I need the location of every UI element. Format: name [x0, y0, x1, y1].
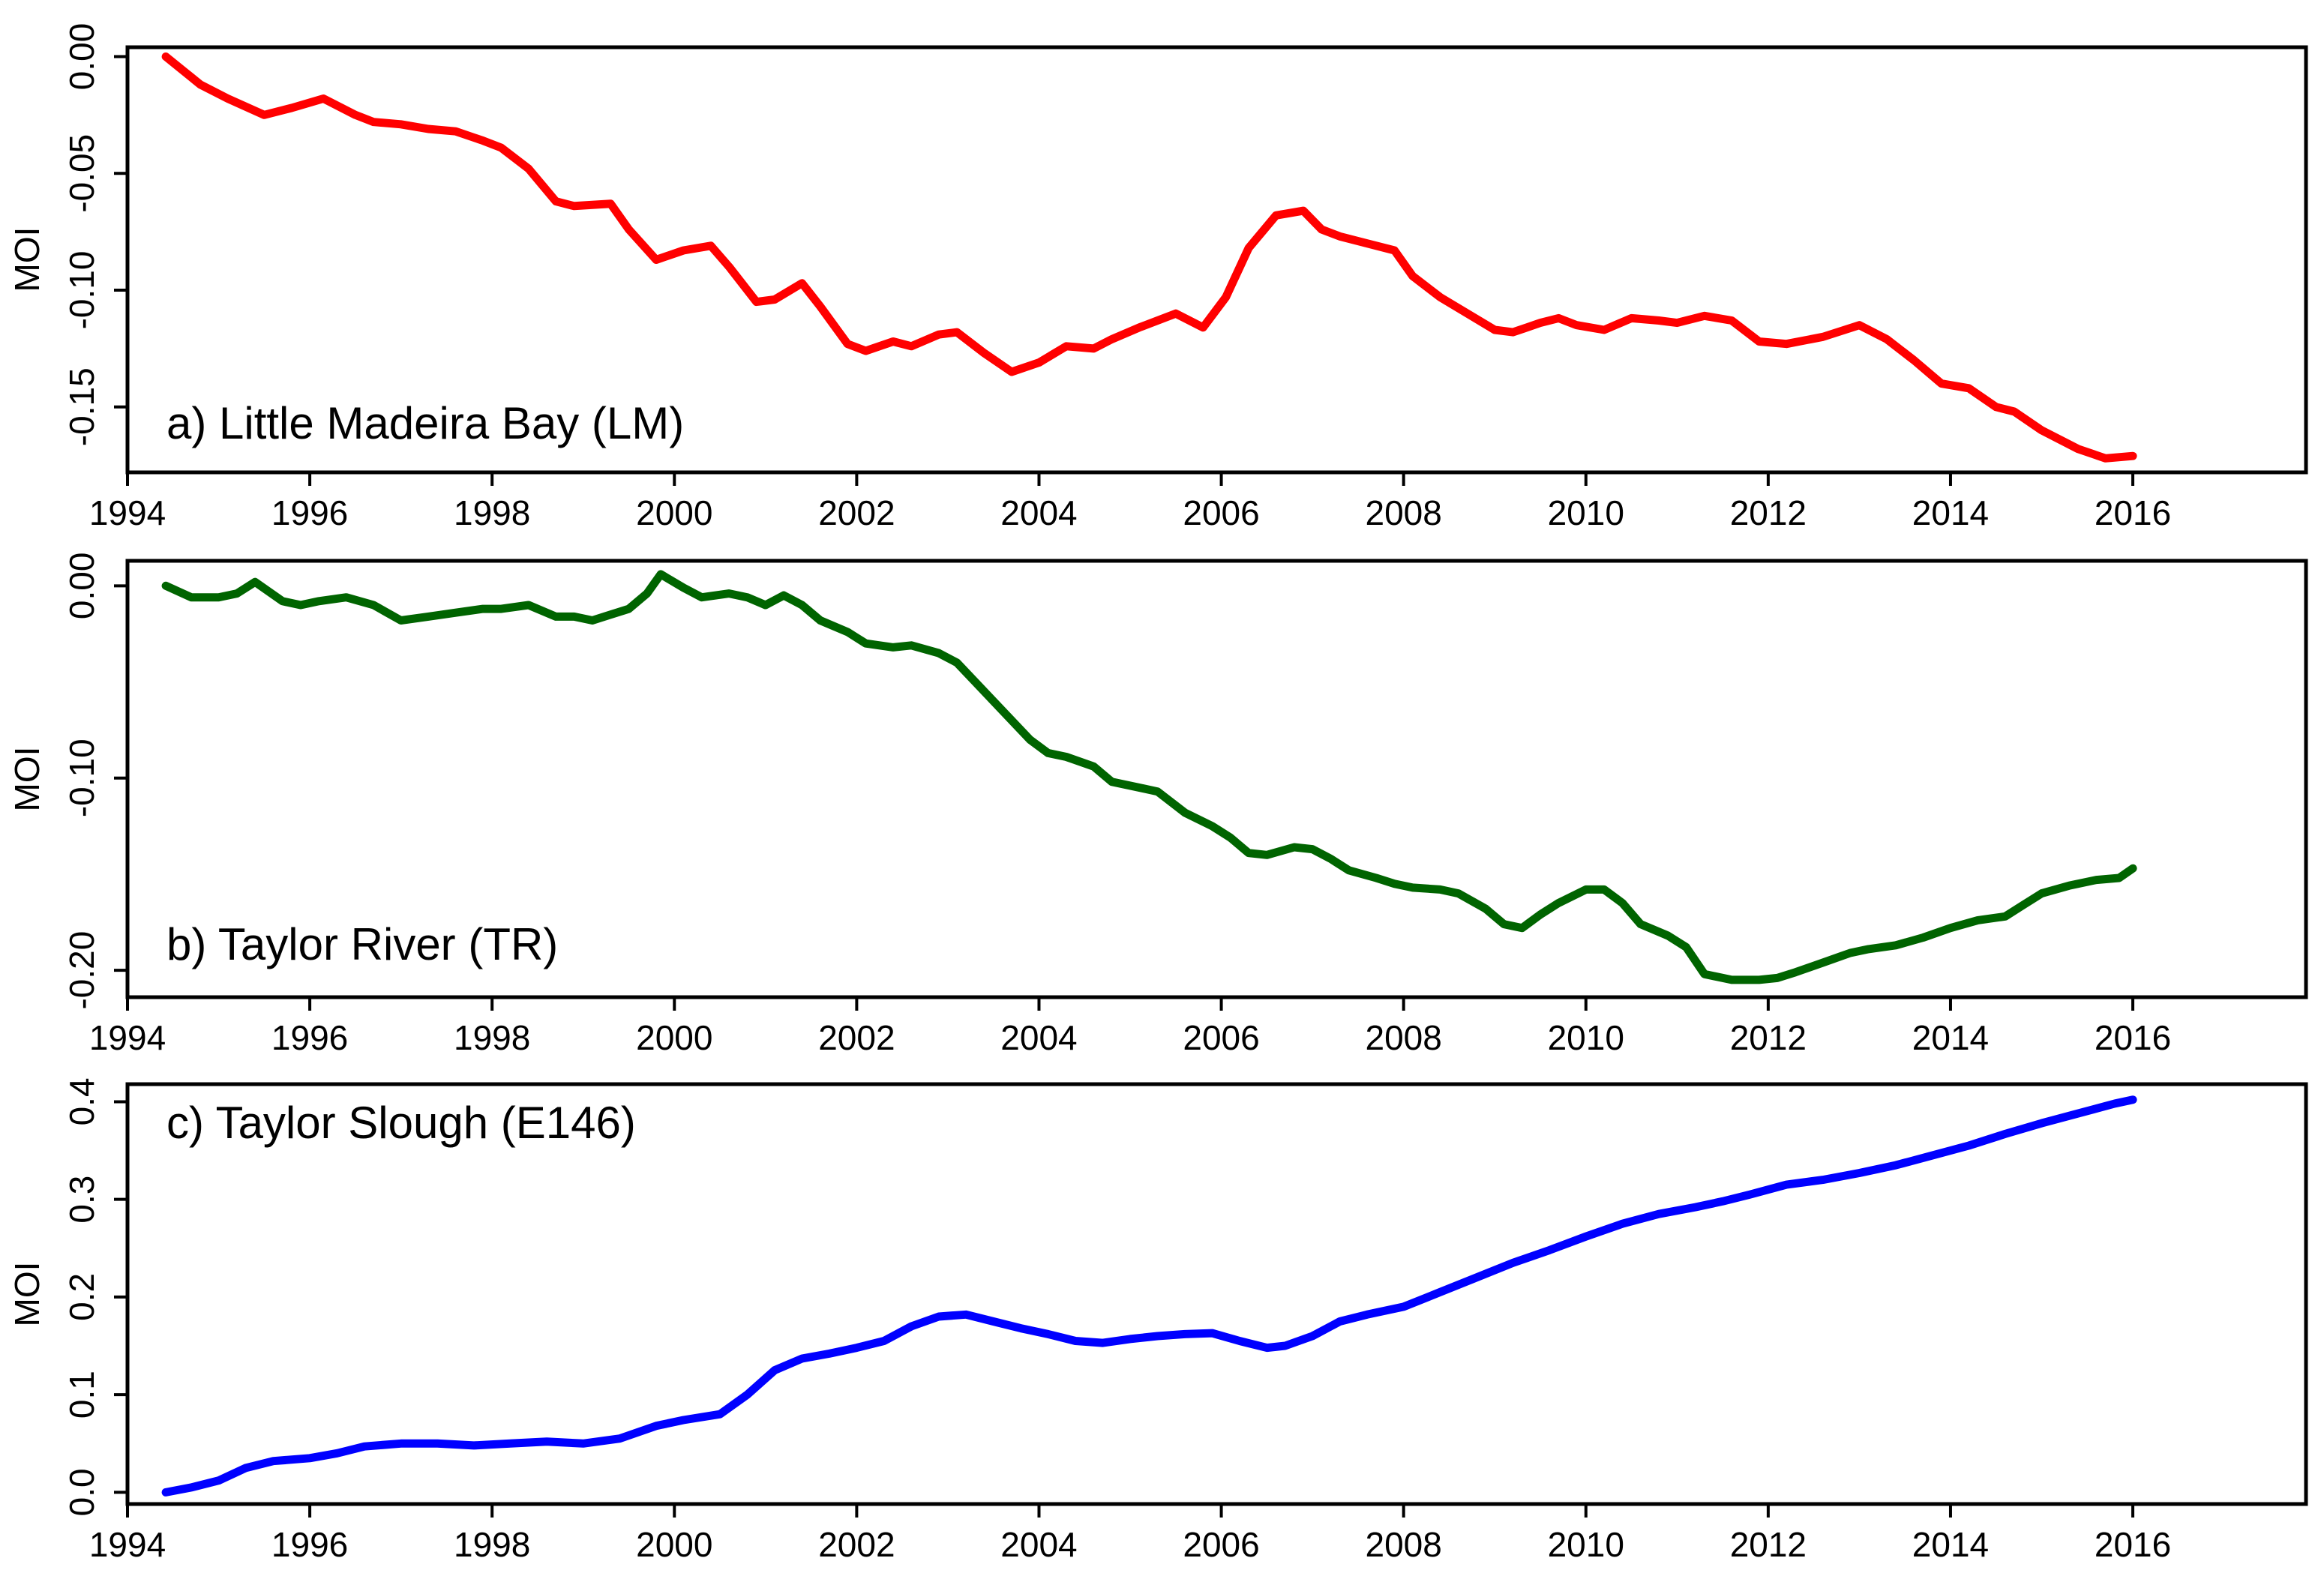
panel-b-ylabel: MOI	[7, 747, 46, 812]
panel-b-xtick-label: 2016	[2095, 1018, 2171, 1057]
panel-a-yticks: 0.00 -0.05 -0.10 -0.15	[62, 23, 127, 446]
panel-a-xtick-label: 2016	[2095, 493, 2171, 532]
panel-b-xtick-label: 2010	[1548, 1018, 1624, 1057]
panel-c-xtick-label: 2010	[1548, 1525, 1624, 1564]
panel-a-xtick-label: 2004	[1000, 493, 1077, 532]
panel-b-xtick-label: 2012	[1730, 1018, 1807, 1057]
panel-b-title: b) Taylor River (TR)	[166, 919, 558, 969]
panel-c-xtick-label: 2000	[636, 1525, 712, 1564]
panel-c-yticks: 0.0 0.1 0.2 0.3 0.4	[62, 1077, 127, 1516]
panel-b-xtick-label: 2004	[1000, 1018, 1077, 1057]
panel-c-series-line	[161, 1095, 2137, 1497]
panel-b-xtick-label: 1994	[89, 1018, 166, 1057]
panel-c-xtick-label: 2006	[1183, 1525, 1259, 1564]
panel-a-xtick-label: 2014	[1912, 493, 1989, 532]
panel-c-xtick-label: 2002	[818, 1525, 895, 1564]
panel-a-xtick-label: 1996	[271, 493, 348, 532]
panel-c-xtick-label: 2004	[1000, 1525, 1077, 1564]
panel-a-series-line	[161, 52, 2137, 463]
panel-c-title: c) Taylor Slough (E146)	[166, 1098, 636, 1148]
panel-b-xtick-label: 2000	[636, 1018, 712, 1057]
panel-a-xticks: 1994 1996 1998 2000 2002 2004 2006 2008 2010 2012…	[89, 472, 2171, 532]
panel-c-ylabel: MOI	[7, 1262, 46, 1327]
panel-a-xtick-label: 2012	[1730, 493, 1807, 532]
panel-b: 1994 1996 1998 2000 2002 2004 2006 2008 2010 2012…	[7, 553, 2308, 1057]
panel-a-xtick-label: 2010	[1548, 493, 1624, 532]
panel-a-frame	[125, 45, 2308, 475]
panel-a: 1994 1996 1998 2000 2002 2004 2006 2008 2010 2012…	[7, 23, 2308, 532]
panel-a-xtick-label: 2000	[636, 493, 712, 532]
panel-c-xtick-label: 2014	[1912, 1525, 1989, 1564]
panel-c-xtick-label: 1998	[454, 1525, 530, 1564]
panel-b-xtick-label: 2002	[818, 1018, 895, 1057]
panel-b-xtick-label: 1996	[271, 1018, 348, 1057]
panel-c-xtick-label: 1994	[89, 1525, 166, 1564]
panel-b-xtick-label: 2008	[1366, 1018, 1442, 1057]
panel-a-title: a) Little Madeira Bay (LM)	[166, 398, 684, 448]
panel-c-xtick-label: 2008	[1366, 1525, 1442, 1564]
panel-a-ytick-label: 0.00	[62, 23, 101, 91]
panel-c-xticks: 1994 1996 1998 2000 2002 2004 2006 2008 2010 2012…	[89, 1504, 2171, 1564]
panel-c-xtick-label: 1996	[271, 1525, 348, 1564]
panel-a-ytick-label: -0.15	[62, 367, 101, 446]
panel-c-xtick-label: 2012	[1730, 1525, 1807, 1564]
panel-b-ytick-label: 0.00	[62, 553, 101, 620]
panel-c-frame	[125, 1082, 2308, 1506]
panel-b-xtick-label: 2006	[1183, 1018, 1259, 1057]
panel-a-xtick-label: 2006	[1183, 493, 1259, 532]
panel-c-ytick-label: 0.4	[62, 1077, 101, 1125]
panel-a-xtick-label: 1994	[89, 493, 166, 532]
panel-a-ytick-label: -0.05	[62, 134, 101, 213]
panel-b-ytick-label: -0.20	[62, 931, 101, 1010]
panel-a-xtick-label: 2008	[1366, 493, 1442, 532]
panel-a-xtick-label: 1998	[454, 493, 530, 532]
panel-c: 1994 1996 1998 2000 2002 2004 2006 2008 2010 2012…	[7, 1077, 2308, 1564]
panel-c-ytick-label: 0.3	[62, 1176, 101, 1224]
panel-c-ytick-label: 0.1	[62, 1371, 101, 1419]
panel-c-ytick-label: 0.2	[62, 1273, 101, 1321]
panel-b-xticks: 1994 1996 1998 2000 2002 2004 2006 2008 2010 2012…	[89, 997, 2171, 1057]
panel-b-yticks: 0.00 -0.10 -0.20	[62, 553, 127, 1010]
panel-c-ytick-label: 0.0	[62, 1468, 101, 1516]
panel-b-xtick-label: 1998	[454, 1018, 530, 1057]
panel-a-ylabel: MOI	[7, 227, 46, 292]
panel-c-xtick-label: 2016	[2095, 1525, 2171, 1564]
panel-b-xtick-label: 2014	[1912, 1018, 1989, 1057]
panel-b-series-line	[161, 570, 2137, 984]
panel-a-ytick-label: -0.10	[62, 251, 101, 330]
panel-a-xtick-label: 2002	[818, 493, 895, 532]
panel-b-ytick-label: -0.10	[62, 739, 101, 817]
